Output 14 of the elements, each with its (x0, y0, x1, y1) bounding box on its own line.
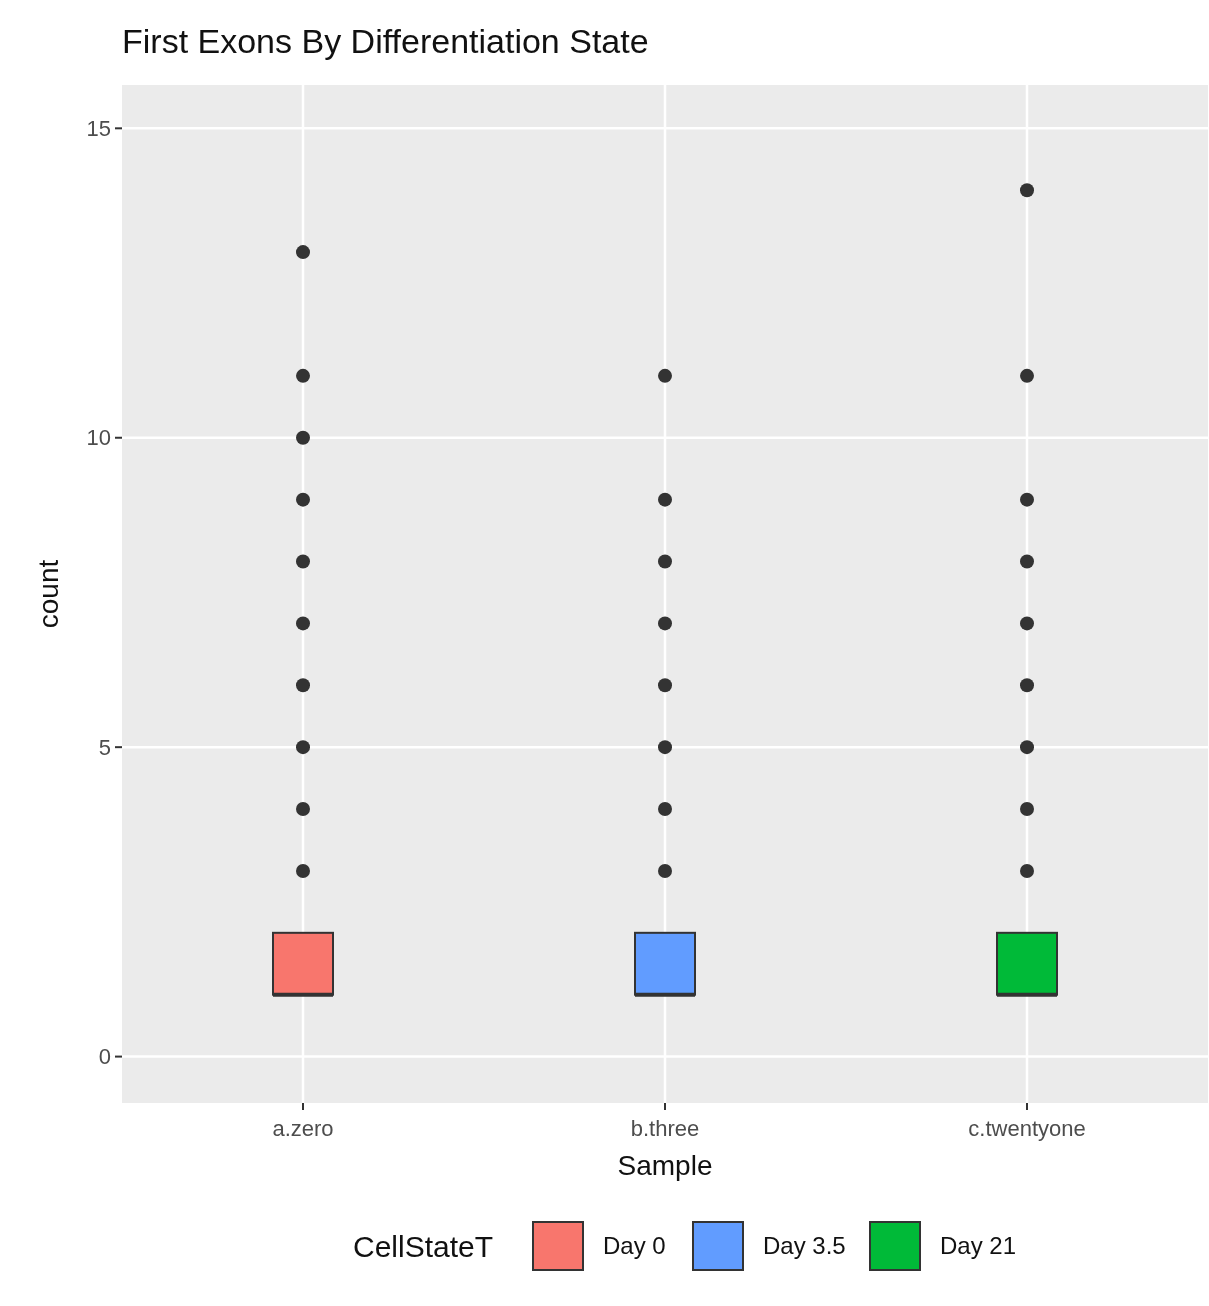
legend-label: Day 0 (603, 1232, 666, 1260)
x-tick-label: a.zero (272, 1116, 334, 1141)
y-tick-label: 10 (86, 425, 111, 451)
y-axis-title: count (33, 559, 64, 629)
x-tick-label: b.three (630, 1116, 700, 1141)
x-axis-title: Sample (617, 1150, 713, 1181)
y-tick-label: 5 (98, 734, 111, 760)
legend-title: CellStateT (353, 1229, 494, 1263)
legend-label: Day 3.5 (763, 1232, 846, 1260)
y-tick-label: 15 (86, 116, 111, 142)
y-tick-label: 0 (98, 1044, 111, 1070)
x-tick-label: c.twentyone (968, 1116, 1086, 1141)
chart-title: First Exons By Differentiation State (122, 22, 649, 60)
legend-label: Day 21 (940, 1232, 1017, 1260)
